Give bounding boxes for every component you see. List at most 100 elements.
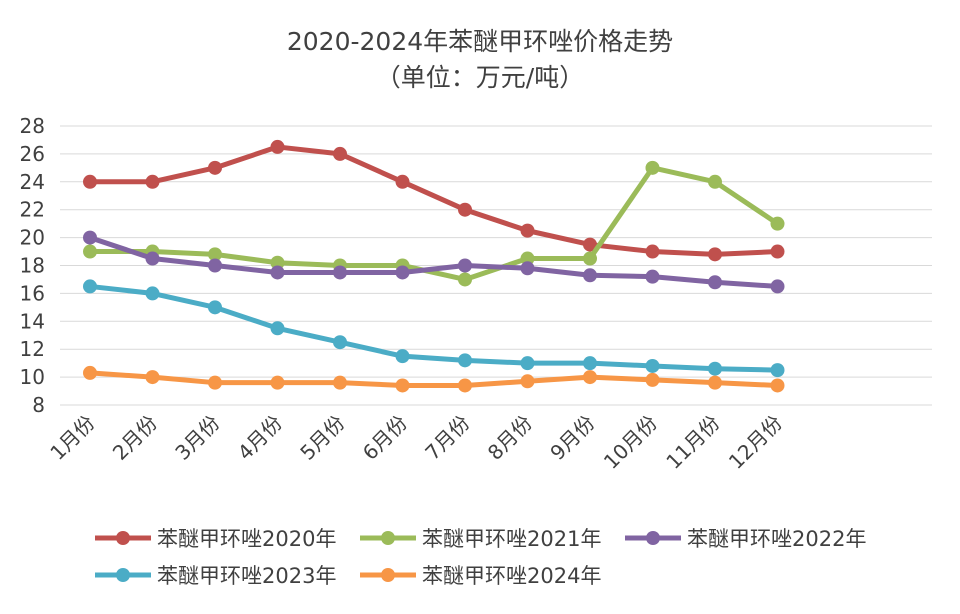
legend-label: 苯醚甲环唑2021年 xyxy=(422,527,601,551)
data-point xyxy=(770,363,785,378)
y-tick-label: 12 xyxy=(20,337,45,361)
series-line xyxy=(87,370,780,388)
series-1 xyxy=(83,160,785,287)
data-point xyxy=(583,356,597,371)
data-point xyxy=(770,216,785,231)
data-point xyxy=(583,237,597,252)
series-line xyxy=(87,165,780,282)
data-point xyxy=(645,358,660,373)
chart-subtitle: （单位：万元/吨） xyxy=(376,63,584,92)
chart-title: 2020-2024年苯醚甲环唑价格走势 xyxy=(287,27,673,56)
series-line xyxy=(87,283,780,373)
data-point xyxy=(770,279,785,294)
data-point xyxy=(208,375,222,390)
data-point xyxy=(83,279,97,294)
data-point xyxy=(395,174,410,189)
legend-swatch-marker xyxy=(381,568,395,582)
data-point xyxy=(395,349,410,364)
x-tick-label: 2月份 xyxy=(108,411,162,465)
data-point xyxy=(770,378,785,393)
legend-item: 苯醚甲环唑2020年 xyxy=(95,527,336,551)
data-point xyxy=(333,375,347,390)
data-point xyxy=(458,202,472,217)
data-point xyxy=(208,258,222,273)
legend-label: 苯醚甲环唑2024年 xyxy=(422,564,601,588)
data-point xyxy=(395,378,410,393)
x-tick-label: 3月份 xyxy=(170,411,224,465)
series-line xyxy=(87,144,780,257)
data-point xyxy=(770,244,785,259)
data-point xyxy=(520,261,535,276)
legend-swatch-marker xyxy=(646,531,660,545)
data-point xyxy=(145,174,160,189)
data-point xyxy=(83,365,97,380)
data-point xyxy=(208,247,222,262)
data-point xyxy=(645,372,660,387)
data-point xyxy=(520,223,535,238)
data-point xyxy=(333,146,347,161)
data-point xyxy=(520,356,535,371)
data-point xyxy=(645,160,660,175)
y-tick-label: 14 xyxy=(20,309,45,333)
legend-swatch-marker xyxy=(116,568,130,582)
data-point xyxy=(520,374,535,389)
legend-item: 苯醚甲环唑2023年 xyxy=(95,564,336,588)
data-point xyxy=(145,370,160,385)
data-point xyxy=(270,375,285,390)
data-point xyxy=(520,251,535,266)
y-tick-label: 26 xyxy=(20,142,45,166)
data-point xyxy=(270,321,285,336)
x-tick-label: 11月份 xyxy=(661,411,724,474)
legend-label: 苯醚甲环唑2023年 xyxy=(157,564,336,588)
data-point xyxy=(270,255,285,270)
y-tick-label: 16 xyxy=(20,281,45,305)
data-point xyxy=(708,375,722,390)
data-point xyxy=(708,275,722,290)
series-layer xyxy=(83,139,785,393)
data-point xyxy=(145,251,160,266)
y-tick-label: 18 xyxy=(20,254,45,278)
data-point xyxy=(83,230,97,245)
y-tick-label: 8 xyxy=(32,393,45,417)
data-point xyxy=(645,244,660,259)
data-point xyxy=(458,272,472,287)
x-tick-label: 4月份 xyxy=(233,411,287,465)
x-tick-label: 9月份 xyxy=(545,411,599,465)
x-axis: 1月份 2月份 3月份 4月份 5月份 6月份 7月份 8月份 9月份 10月份 11月份 12月份 xyxy=(45,411,787,474)
data-point xyxy=(458,258,472,273)
x-tick-label: 8月份 xyxy=(483,411,537,465)
data-point xyxy=(458,378,472,393)
data-point xyxy=(708,247,722,262)
legend-item: 苯醚甲环唑2024年 xyxy=(360,564,601,588)
data-point xyxy=(208,300,222,315)
legend-item: 苯醚甲环唑2021年 xyxy=(360,527,601,551)
data-point xyxy=(270,265,285,280)
data-point xyxy=(583,370,597,385)
legend-label: 苯醚甲环唑2022年 xyxy=(687,527,866,551)
data-point xyxy=(708,361,722,376)
data-point xyxy=(145,286,160,301)
x-tick-label: 10月份 xyxy=(599,411,662,474)
data-point xyxy=(333,335,347,350)
x-tick-label: 7月份 xyxy=(420,411,474,465)
y-tick-label: 20 xyxy=(20,226,45,250)
data-point xyxy=(83,244,97,259)
data-point xyxy=(645,269,660,284)
data-point xyxy=(583,268,597,283)
series-4 xyxy=(83,365,785,393)
data-point xyxy=(395,265,410,280)
y-tick-label: 22 xyxy=(20,198,45,222)
data-point xyxy=(333,265,347,280)
data-point xyxy=(270,139,285,154)
data-point xyxy=(708,174,722,189)
y-axis: 8 10 12 14 16 18 20 22 24 26 28 xyxy=(20,114,45,417)
series-2 xyxy=(83,230,785,294)
series-line xyxy=(87,235,780,289)
data-point xyxy=(83,174,97,189)
series-3 xyxy=(83,279,785,378)
x-tick-label: 1月份 xyxy=(45,411,99,465)
x-tick-label: 6月份 xyxy=(358,411,412,465)
legend-item: 苯醚甲环唑2022年 xyxy=(625,527,866,551)
series-0 xyxy=(83,139,785,262)
